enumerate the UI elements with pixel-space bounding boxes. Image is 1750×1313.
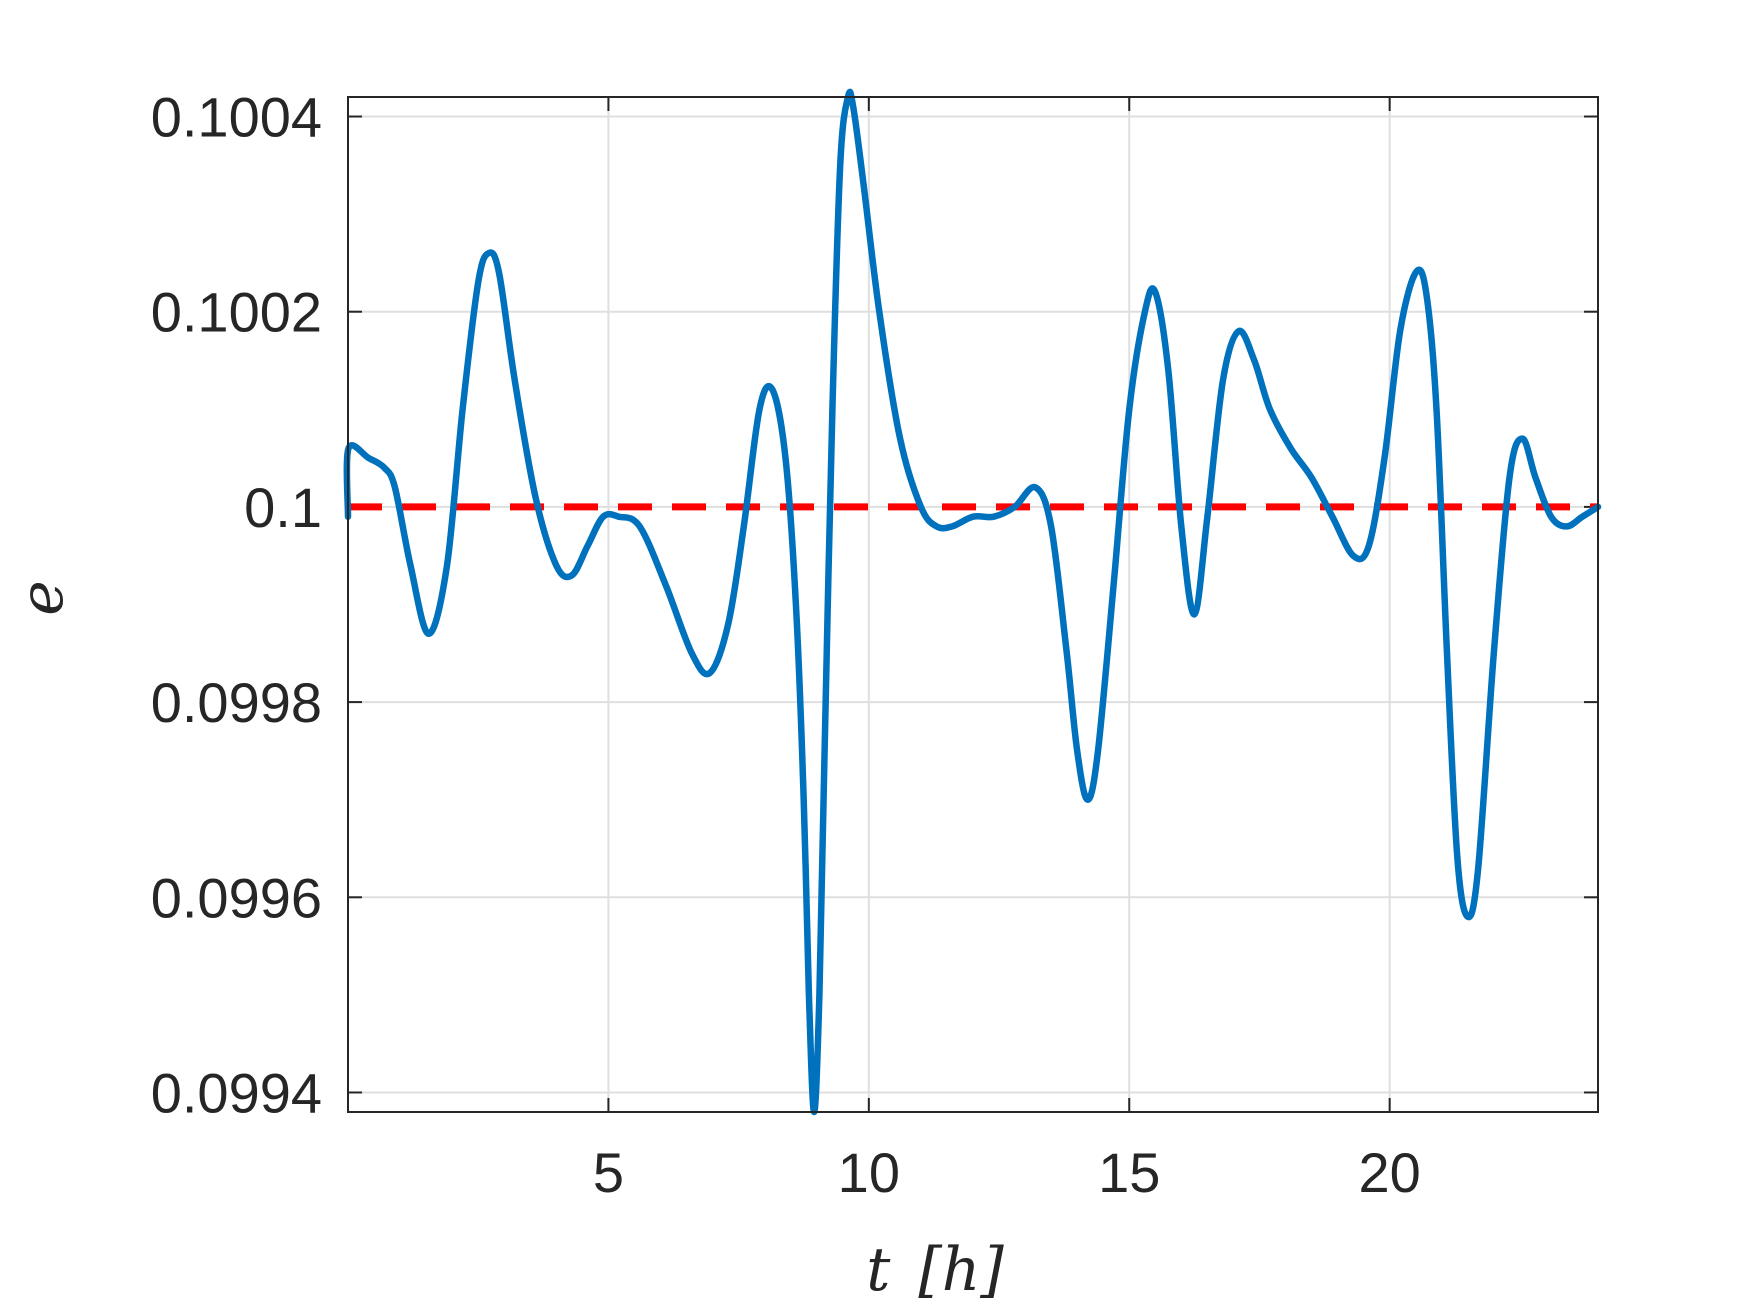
x-tick-label: 10 [838, 1141, 900, 1204]
ticks [348, 97, 1598, 1112]
y-tick-label: 0.0998 [151, 671, 322, 734]
y-tick-label: 0.0996 [151, 866, 322, 929]
x-tick-label: 20 [1359, 1141, 1421, 1204]
x-tick-labels: 5 10 15 20 [593, 1141, 1421, 1204]
x-axis-label: t [h] [866, 1235, 1004, 1305]
y-tick-label: 0.1004 [151, 86, 322, 149]
y-tick-label: 0.1002 [151, 281, 322, 344]
x-tick-label: 5 [593, 1141, 624, 1204]
y-tick-label: 0.1 [244, 476, 322, 539]
y-tick-labels: 0.0994 0.0996 0.0998 0.1 0.1002 0.1004 [151, 86, 322, 1125]
grid [348, 97, 1598, 1112]
plot-frame [347, 96, 1599, 1113]
y-axis-label: e [7, 580, 77, 616]
y-tick-label: 0.0994 [151, 1061, 322, 1124]
series-line [343, 88, 1602, 1116]
plot-area [348, 97, 1598, 1112]
x-tick-label: 15 [1098, 1141, 1160, 1204]
series-group [343, 88, 1602, 1116]
